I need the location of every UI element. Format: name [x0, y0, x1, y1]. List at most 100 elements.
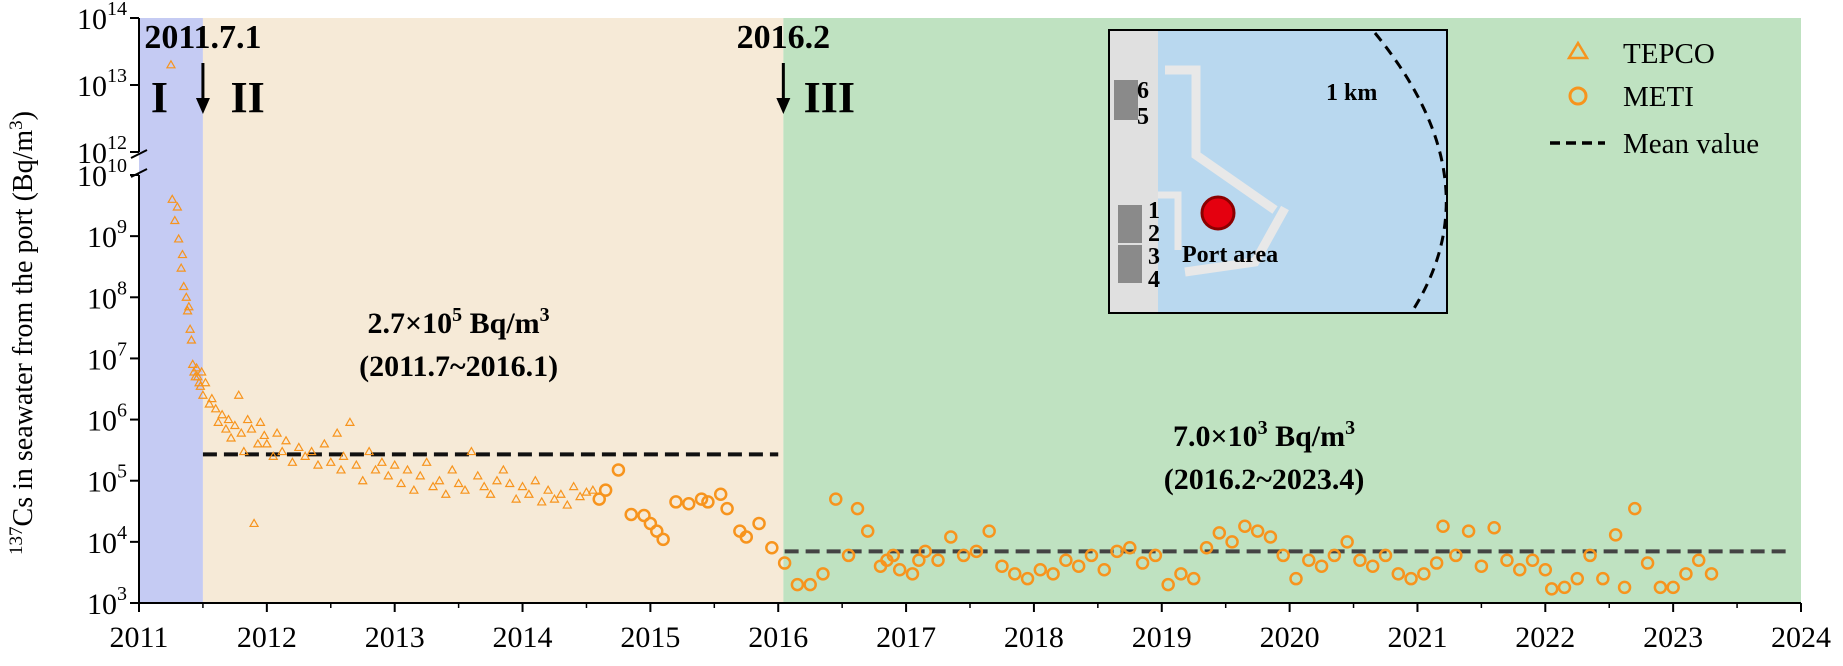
unit-label-2: 2 [1148, 221, 1160, 247]
y-tick-label: 108 [87, 277, 127, 315]
tepco-point [434, 475, 445, 485]
tepco-point [306, 446, 317, 456]
tepco-point [312, 459, 324, 469]
meti-point [765, 541, 779, 555]
meti-point [637, 508, 651, 523]
y-axis-label-isotope: 137 [6, 526, 27, 555]
tepco-point [236, 427, 247, 437]
tepco-point [428, 481, 439, 491]
y-tick-base: 10 [87, 527, 117, 560]
x-tick-label: 2018 [1004, 621, 1064, 654]
tepco-point [453, 478, 464, 488]
tepco-point [238, 446, 249, 456]
y-tick-exponent: 9 [117, 216, 127, 238]
meti-point [598, 483, 613, 497]
x-tick-label: 2019 [1132, 621, 1192, 654]
tepco-point [332, 427, 343, 437]
meti-point [1033, 562, 1048, 577]
meti-point [860, 524, 875, 538]
meti-point [611, 463, 626, 477]
meti-point [1653, 580, 1668, 595]
tepco-point [200, 377, 211, 387]
meti-point [650, 524, 664, 538]
x-tick-label: 2011 [110, 621, 169, 654]
meti-point [816, 567, 830, 581]
meti-point [829, 492, 843, 506]
meti-point [1617, 580, 1632, 595]
phase-marker-label: 2016.2 [737, 19, 831, 56]
phase-label-II: II [231, 73, 265, 122]
meti-point [1583, 548, 1597, 563]
tepco-point [280, 435, 292, 445]
x-tick-label: 2024 [1771, 621, 1831, 654]
tepco-point [185, 324, 196, 333]
meti-point [694, 492, 709, 506]
phase-label-I: I [151, 73, 168, 122]
meti-point [1487, 521, 1501, 535]
mean-value-part: 3 [1258, 417, 1268, 439]
meti-point [1340, 535, 1354, 549]
unit-label-6: 6 [1137, 78, 1149, 104]
tepco-point [246, 423, 257, 433]
meti-point [1263, 530, 1278, 544]
x-tick-label: 2012 [237, 621, 297, 654]
tepco-point [268, 451, 279, 460]
meti-point [1436, 519, 1450, 533]
meti-point [1135, 556, 1150, 570]
meti-point [669, 495, 683, 509]
meti-point [1538, 562, 1553, 577]
legend-label-meti: METI [1623, 81, 1694, 113]
meti-point [1679, 567, 1693, 581]
inset-pier [1158, 191, 1182, 250]
tepco-point [229, 420, 240, 430]
tepco-point [196, 366, 207, 376]
meti-point [918, 544, 933, 559]
tepco-point [415, 470, 426, 480]
meti-point [1097, 562, 1111, 577]
y-tick-base: 10 [87, 466, 117, 499]
meti-point [777, 556, 792, 570]
meti-point [1302, 553, 1316, 568]
meti-point [905, 567, 920, 581]
distance-arc [1373, 32, 1448, 311]
tepco-point [421, 457, 432, 466]
meti-point [1084, 548, 1099, 563]
tepco-point [517, 481, 528, 491]
x-tick-label: 2022 [1515, 621, 1575, 654]
tepco-point [383, 470, 394, 480]
phase-band-1 [139, 18, 203, 603]
reactor-block-12 [1118, 205, 1142, 243]
y-tick-exponent: 5 [117, 461, 127, 483]
y-tick-base: 10 [77, 137, 107, 170]
tepco-point [177, 249, 188, 259]
tepco-point [167, 194, 178, 203]
meti-point [1199, 541, 1214, 555]
tepco-point [344, 417, 355, 426]
meti-point [995, 559, 1009, 573]
tepco-point [176, 262, 187, 272]
tepco-point [191, 362, 202, 372]
tepco-point [194, 377, 205, 387]
meti-point [1449, 548, 1463, 563]
y-tick-exponent: 7 [117, 338, 127, 360]
y-tick-exponent: 6 [117, 400, 127, 422]
tepco-point [181, 292, 192, 301]
reactor-block-56 [1114, 80, 1138, 120]
meti-point [1596, 571, 1610, 586]
tepco-point [287, 457, 298, 466]
meti-point [1429, 556, 1444, 570]
meti-point [1378, 548, 1393, 563]
tepco-point [261, 438, 272, 448]
mean-value-part: 2.7×10 [368, 307, 453, 340]
meti-point [1046, 567, 1060, 581]
tepco-point [562, 499, 573, 509]
tepco-point [568, 481, 579, 491]
y-tick-exponent: 13 [107, 65, 127, 87]
meti-point [969, 544, 984, 559]
y-tick-label: 105 [87, 461, 127, 499]
meti-point [841, 548, 856, 563]
x-tick-label: 2016 [748, 621, 808, 654]
mean-value-label: 7.0×103 Bq/m3 [1173, 417, 1355, 453]
